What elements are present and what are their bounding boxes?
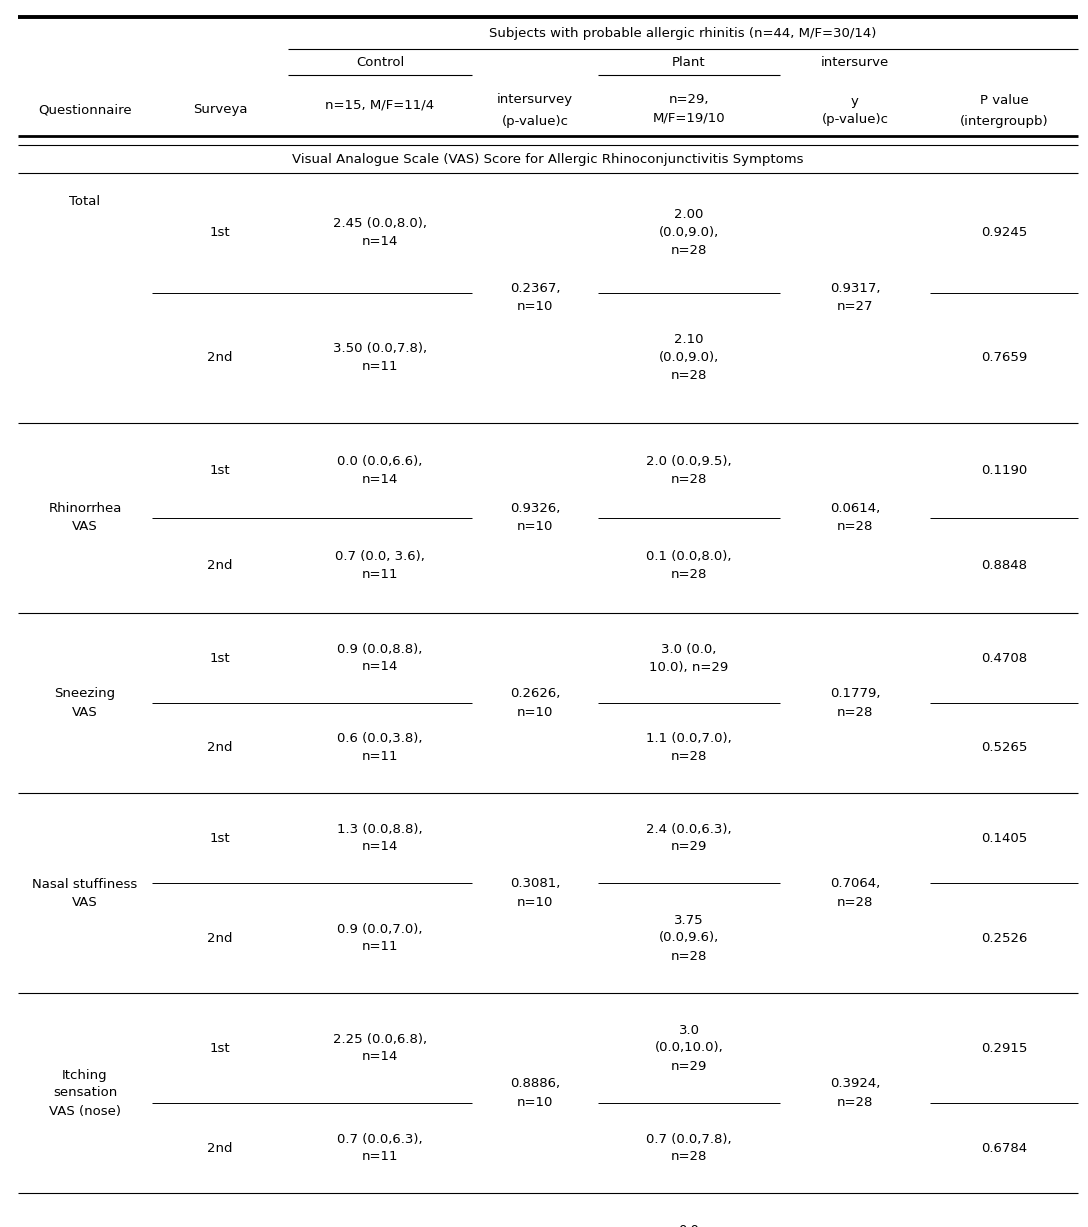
- Text: 0.1405: 0.1405: [981, 832, 1027, 844]
- Text: Itching
sensation
VAS (nose): Itching sensation VAS (nose): [49, 1069, 121, 1118]
- Text: 0.9245: 0.9245: [981, 227, 1027, 239]
- Text: 0.2626,
n=10: 0.2626, n=10: [510, 687, 560, 719]
- Text: Sneezing
VAS: Sneezing VAS: [54, 687, 115, 719]
- Text: (p-value)c: (p-value)c: [821, 114, 889, 126]
- Text: 0.0614,
n=28: 0.0614, n=28: [830, 503, 880, 534]
- Text: 0.7 (0.0, 3.6),
n=11: 0.7 (0.0, 3.6), n=11: [335, 550, 425, 582]
- Text: 0.9 (0.0,8.8),
n=14: 0.9 (0.0,8.8), n=14: [337, 643, 422, 674]
- Text: 2nd: 2nd: [207, 351, 233, 364]
- Text: 0.1779,
n=28: 0.1779, n=28: [830, 687, 880, 719]
- Text: 1.1 (0.0,7.0),
n=28: 1.1 (0.0,7.0), n=28: [646, 733, 732, 763]
- Text: Rhinorrhea
VAS: Rhinorrhea VAS: [48, 503, 122, 534]
- Text: y: y: [851, 96, 858, 108]
- Text: 0.3081,
n=10: 0.3081, n=10: [510, 877, 560, 908]
- Text: n=15, M/F=11/4: n=15, M/F=11/4: [325, 98, 434, 112]
- Text: 0.3924,
n=28: 0.3924, n=28: [830, 1077, 880, 1108]
- Text: 2.10
(0.0,9.0),
n=28: 2.10 (0.0,9.0), n=28: [659, 334, 719, 383]
- Text: 0.6 (0.0,3.8),
n=11: 0.6 (0.0,3.8), n=11: [337, 733, 423, 763]
- Text: 2nd: 2nd: [207, 931, 233, 945]
- Text: 0.7 (0.0,6.3),
n=11: 0.7 (0.0,6.3), n=11: [337, 1133, 423, 1163]
- Text: Visual Analogue Scale (VAS) Score for Allergic Rhinoconjunctivitis Symptoms: Visual Analogue Scale (VAS) Score for Al…: [293, 152, 804, 166]
- Text: 0.0 (0.0,6.6),
n=14: 0.0 (0.0,6.6), n=14: [337, 455, 422, 486]
- Text: 1.3 (0.0,8.8),
n=14: 1.3 (0.0,8.8), n=14: [337, 822, 423, 854]
- Text: Subjects with probable allergic rhinitis (n=44, M/F=30/14): Subjects with probable allergic rhinitis…: [490, 27, 877, 39]
- Text: Control: Control: [356, 55, 404, 69]
- Text: 3.50 (0.0,7.8),
n=11: 3.50 (0.0,7.8), n=11: [333, 342, 428, 373]
- Text: 0.8886,
n=10: 0.8886, n=10: [510, 1077, 560, 1108]
- Text: 0.7659: 0.7659: [981, 351, 1027, 364]
- Text: 0.1190: 0.1190: [981, 464, 1027, 477]
- Text: 0.1 (0.0,8.0),
n=28: 0.1 (0.0,8.0), n=28: [646, 550, 732, 582]
- Text: M/F=19/10: M/F=19/10: [653, 112, 726, 124]
- Text: 0.8848: 0.8848: [981, 560, 1027, 572]
- Text: 1st: 1st: [210, 464, 231, 477]
- Text: 3.75
(0.0,9.6),
n=28: 3.75 (0.0,9.6), n=28: [659, 913, 719, 962]
- Text: 2.0 (0.0,9.5),
n=28: 2.0 (0.0,9.5), n=28: [646, 455, 732, 486]
- Text: 1st: 1st: [210, 227, 231, 239]
- Text: 2.45 (0.0,8.0),
n=14: 2.45 (0.0,8.0), n=14: [333, 217, 426, 249]
- Text: 2.25 (0.0,6.8),
n=14: 2.25 (0.0,6.8), n=14: [333, 1032, 428, 1064]
- Text: 0.2526: 0.2526: [980, 931, 1027, 945]
- Text: 0.7064,
n=28: 0.7064, n=28: [830, 877, 880, 908]
- Text: Total: Total: [70, 195, 100, 209]
- Text: 0.9326,
n=10: 0.9326, n=10: [510, 503, 560, 534]
- Text: (intergroupb): (intergroupb): [960, 115, 1049, 129]
- Text: 2nd: 2nd: [207, 1141, 233, 1155]
- Text: 1st: 1st: [210, 832, 231, 844]
- Text: 1st: 1st: [210, 1042, 231, 1054]
- Text: 0.0
(0.0,10.0),
n=29: 0.0 (0.0,10.0), n=29: [655, 1223, 724, 1227]
- Text: 2nd: 2nd: [207, 560, 233, 572]
- Text: P value: P value: [979, 93, 1028, 107]
- Text: n=29,: n=29,: [669, 93, 709, 107]
- Text: 0.9 (0.0,7.0),
n=11: 0.9 (0.0,7.0), n=11: [337, 923, 423, 953]
- Text: 0.4708: 0.4708: [981, 652, 1027, 665]
- Text: Surveya: Surveya: [193, 103, 247, 117]
- Text: intersurve: intersurve: [820, 55, 889, 69]
- Text: Nasal stuffiness
VAS: Nasal stuffiness VAS: [33, 877, 137, 908]
- Text: 1st: 1st: [210, 652, 231, 665]
- Text: 0.2915: 0.2915: [980, 1042, 1027, 1054]
- Text: 3.0 (0.0,
10.0), n=29: 3.0 (0.0, 10.0), n=29: [650, 643, 729, 674]
- Text: 0.2367,
n=10: 0.2367, n=10: [510, 282, 560, 314]
- Text: (p-value)c: (p-value)c: [502, 115, 569, 129]
- Text: 0.6784: 0.6784: [981, 1141, 1027, 1155]
- Text: 3.0
(0.0,10.0),
n=29: 3.0 (0.0,10.0), n=29: [655, 1023, 724, 1072]
- Text: Plant: Plant: [672, 55, 706, 69]
- Text: 2nd: 2nd: [207, 741, 233, 755]
- Text: intersurvey: intersurvey: [497, 93, 573, 107]
- Text: 0.5265: 0.5265: [980, 741, 1027, 755]
- Text: Questionnaire: Questionnaire: [38, 103, 132, 117]
- Text: 0.7 (0.0,7.8),
n=28: 0.7 (0.0,7.8), n=28: [646, 1133, 732, 1163]
- Text: 0.9317,
n=27: 0.9317, n=27: [830, 282, 880, 314]
- Text: 2.00
(0.0,9.0),
n=28: 2.00 (0.0,9.0), n=28: [659, 209, 719, 258]
- Text: 2.4 (0.0,6.3),
n=29: 2.4 (0.0,6.3), n=29: [646, 822, 732, 854]
